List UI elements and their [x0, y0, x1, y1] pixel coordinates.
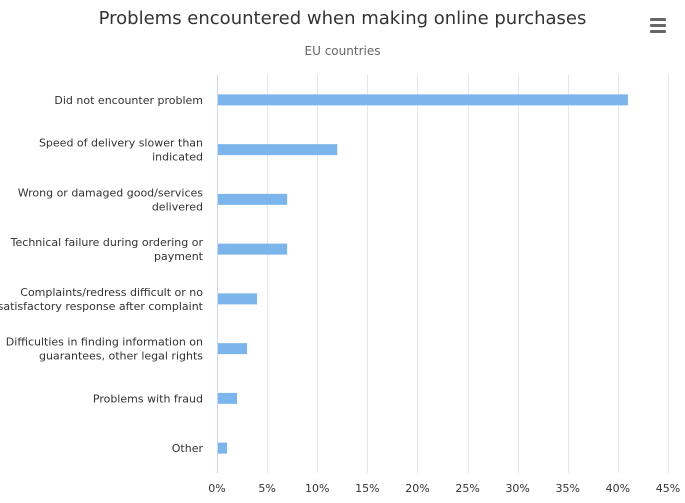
category-label: indicated	[152, 151, 203, 164]
x-tick-label: 5%	[258, 482, 275, 495]
bar[interactable]	[218, 343, 248, 355]
x-tick-label: 35%	[556, 482, 580, 495]
category-label: Other	[172, 442, 204, 455]
bar[interactable]	[218, 94, 628, 106]
category-label: Did not encounter problem	[54, 94, 203, 107]
x-tick-label: 20%	[405, 482, 429, 495]
category-label: payment	[154, 250, 204, 263]
category-label: Problems with fraud	[93, 392, 203, 405]
hamburger-menu-icon[interactable]	[648, 16, 668, 34]
x-tick-label: 10%	[305, 482, 329, 495]
chart-title: Problems encountered when making online …	[98, 8, 587, 29]
category-label: delivered	[152, 200, 203, 213]
x-tick-label: 15%	[355, 482, 379, 495]
bar[interactable]	[218, 392, 238, 404]
category-label: Technical failure during ordering or	[10, 236, 204, 249]
x-tick-label: 45%	[656, 482, 680, 495]
bar[interactable]	[218, 442, 228, 454]
category-label: Wrong or damaged good/services	[18, 186, 204, 199]
bar[interactable]	[218, 243, 288, 255]
category-label: Speed of delivery slower than	[39, 137, 203, 150]
x-tick-label: 0%	[208, 482, 225, 495]
category-label: guarantees, other legal rights	[39, 350, 203, 363]
bar[interactable]	[218, 144, 338, 156]
bar[interactable]	[218, 293, 258, 305]
category-label: satisfactory response after complaint	[0, 300, 204, 313]
bar[interactable]	[218, 193, 288, 205]
category-label: Difficulties in finding information on	[6, 336, 203, 349]
x-tick-label: 25%	[455, 482, 479, 495]
x-tick-label: 30%	[505, 482, 529, 495]
x-tick-label: 40%	[606, 482, 630, 495]
category-label: Complaints/redress difficult or no	[20, 286, 203, 299]
chart-subtitle: EU countries	[304, 44, 381, 58]
